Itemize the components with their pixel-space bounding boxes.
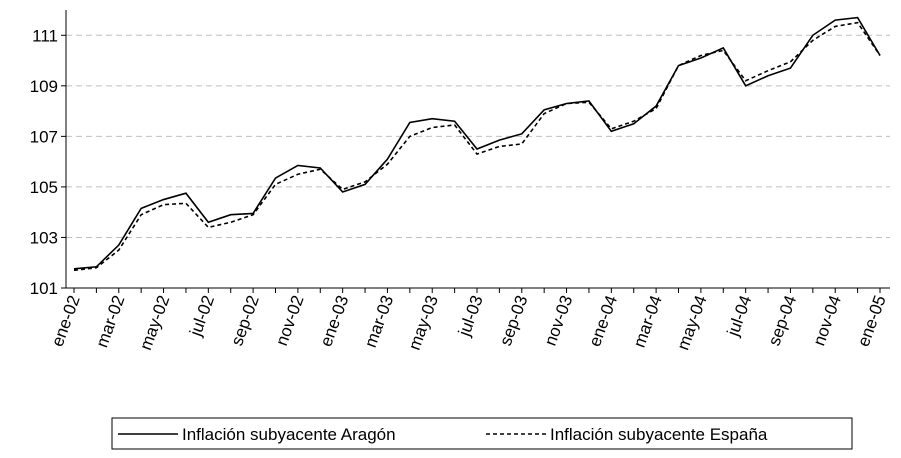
legend-label: Inflación subyacente España — [550, 425, 768, 444]
legend: Inflación subyacente Aragón Inflación sub… — [111, 417, 853, 450]
legend-label: Inflación subyacente Aragón — [182, 425, 396, 444]
y-tick-label: 101 — [30, 279, 58, 298]
x-tick-label: mar-03 — [361, 293, 397, 350]
line-series — [73, 21, 881, 272]
x-tick-label: ene-05 — [854, 293, 890, 349]
legend-box — [111, 417, 853, 450]
x-tick-label: nov-03 — [541, 293, 577, 348]
x-tick-label: mar-02 — [92, 293, 128, 350]
x-tick-label: jul-02 — [186, 293, 218, 340]
x-tick-label: sep-04 — [765, 293, 801, 348]
y-tick-label: 107 — [30, 127, 58, 146]
x-tick-label: may-02 — [136, 293, 173, 353]
x-tick-label: ene-03 — [316, 293, 352, 349]
x-tick-label: ene-02 — [48, 293, 84, 349]
x-tick-label: may-03 — [405, 293, 442, 353]
x-tick-label: may-04 — [673, 293, 710, 353]
y-tick-label: 103 — [30, 228, 58, 247]
x-tick-label: sep-02 — [227, 293, 263, 348]
x-tick-label: jul-03 — [454, 293, 486, 340]
x-tick-label: nov-02 — [272, 293, 308, 348]
x-tick-label: mar-04 — [630, 293, 666, 350]
line-series — [73, 16, 881, 270]
x-tick-label: nov-04 — [809, 293, 845, 348]
x-tick-label: jul-04 — [723, 293, 755, 340]
x-tick-label: ene-04 — [585, 293, 621, 349]
y-tick-label: 105 — [30, 178, 58, 197]
y-tick-label: 111 — [32, 26, 58, 45]
x-tick-label: sep-03 — [496, 293, 532, 348]
y-tick-label: 109 — [30, 77, 58, 96]
